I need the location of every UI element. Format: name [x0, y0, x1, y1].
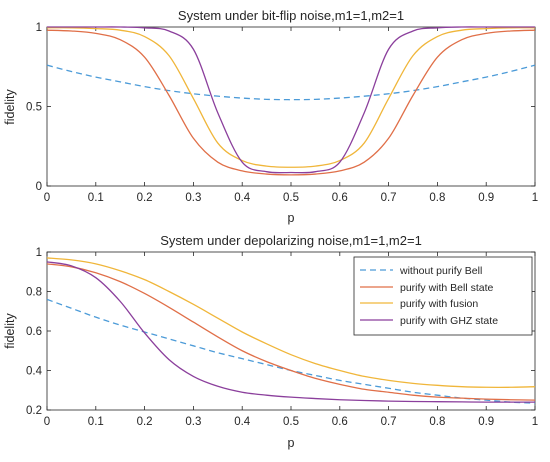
- x-tick-label: 0.3: [185, 416, 201, 428]
- y-tick-label: 0.5: [26, 102, 42, 114]
- x-tick-label: 0.2: [137, 416, 153, 428]
- x-tick-label: 0.7: [381, 192, 397, 204]
- y-tick-label: 0: [36, 181, 42, 193]
- series-line-fusion: [46, 257, 536, 389]
- x-tick-label: 0.7: [381, 416, 397, 428]
- bottom-ticks: 0 0.1 0.2 0.3 0.4 0.5 0.6 0.7 0.8 0.9 1 0.2 0.4 0.6 0.…: [26, 247, 538, 428]
- bottom-lines: [46, 257, 536, 404]
- top-ylabel: fidelity: [3, 89, 17, 125]
- x-tick-label: 0.4: [234, 416, 251, 428]
- series-line-bell-state: [46, 263, 536, 401]
- legend: without purify Bell purify with Bell sta…: [353, 256, 533, 336]
- x-tick-label: 0.1: [88, 416, 104, 428]
- series-line-fusion: [46, 27, 536, 168]
- x-tick-label: 0.1: [88, 192, 104, 204]
- x-tick-label: 1: [532, 416, 538, 428]
- bottom-xlabel: p: [288, 436, 295, 450]
- x-tick-label: 1: [532, 192, 538, 204]
- y-tick-label: 0.4: [26, 366, 43, 378]
- top-axes-box: [46, 26, 536, 187]
- y-tick-label: 1: [36, 247, 42, 259]
- y-tick-label: 0.8: [26, 287, 42, 299]
- legend-label-without-bell: without purify Bell: [399, 265, 482, 277]
- series-line-ghz-state: [46, 26, 535, 174]
- x-tick-label: 0.3: [185, 192, 201, 204]
- x-tick-label: 0.2: [137, 192, 153, 204]
- legend-label-bell-state: purify with Bell state: [400, 282, 494, 294]
- series-line-without-bell: [46, 64, 536, 101]
- x-tick-label: 0.5: [283, 192, 299, 204]
- bottom-ylabel: fidelity: [3, 313, 17, 349]
- legend-label-ghz-state: purify with GHZ state: [400, 315, 498, 327]
- y-tick-label: 0.2: [26, 405, 42, 417]
- y-tick-label: 0.6: [26, 326, 42, 338]
- y-tick-label: 1: [36, 22, 42, 34]
- x-tick-label: 0.4: [234, 192, 251, 204]
- x-tick-label: 0.9: [478, 416, 494, 428]
- legend-label-fusion: purify with fusion: [400, 298, 478, 310]
- plot-bottom: System under depolarizing noise,m1=1,m2=…: [3, 233, 538, 450]
- top-ticks: 0 0.1 0.2 0.3 0.4 0.5 0.6 0.7 0.8 0.9 1 0 0.5 1: [26, 22, 538, 204]
- x-tick-label: 0.9: [478, 192, 494, 204]
- x-tick-label: 0: [44, 192, 50, 204]
- x-tick-label: 0.6: [332, 192, 348, 204]
- top-lines: [46, 26, 536, 176]
- bottom-title: System under depolarizing noise,m1=1,m2=…: [160, 233, 422, 248]
- top-xlabel: p: [288, 211, 295, 225]
- top-title: System under bit-flip noise,m1=1,m2=1: [178, 8, 404, 23]
- x-tick-label: 0: [44, 416, 50, 428]
- x-tick-label: 0.6: [332, 416, 348, 428]
- x-tick-label: 0.5: [283, 416, 299, 428]
- x-tick-label: 0.8: [429, 192, 445, 204]
- series-line-ghz-state: [46, 261, 535, 403]
- series-line-bell-state: [46, 29, 536, 176]
- x-tick-label: 0.8: [429, 416, 445, 428]
